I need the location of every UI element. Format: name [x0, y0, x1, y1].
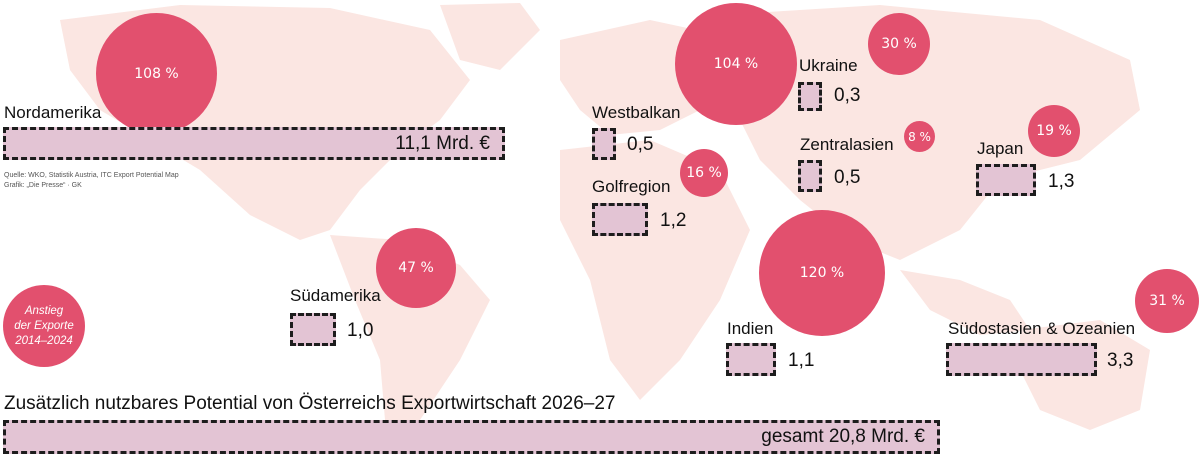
label-golfregion: Golfregion — [592, 177, 671, 196]
bubble-westbalkan: 104 % — [675, 3, 797, 125]
label-nordamerika: Nordamerika — [4, 103, 102, 122]
bar-zentralasien — [798, 160, 822, 192]
legend-line-3: 2014–2024 — [15, 334, 73, 347]
map-greenland — [440, 3, 540, 70]
source-line-2: Grafik: „Die Presse“ · GK — [4, 182, 82, 189]
bubble-nordamerika: 108 % — [96, 13, 217, 134]
bubble-zentralasien: 8 % — [904, 121, 935, 152]
total-title: Zusätzlich nutzbares Potential von Öster… — [4, 393, 616, 414]
label-ukraine: Ukraine — [799, 56, 858, 75]
map-southeast-asia — [900, 270, 1030, 335]
value-golfregion: 1,2 — [660, 210, 687, 231]
value-zentralasien: 0,5 — [834, 167, 861, 188]
bar-total: gesamt 20,8 Mrd. € — [3, 420, 940, 454]
bar-nordamerika: 11,1 Mrd. € — [3, 127, 505, 160]
value-indien: 1,1 — [788, 350, 815, 371]
value-nordamerika: 11,1 Mrd. € — [395, 132, 490, 154]
label-zentralasien: Zentralasien — [800, 135, 894, 154]
bar-ukraine — [798, 82, 822, 111]
source-note: Quelle: WKO, Statistik Austria, ITC Expo… — [4, 171, 179, 191]
value-suedostasien: 3,3 — [1107, 350, 1134, 371]
value-ukraine: 0,3 — [834, 85, 861, 106]
bar-westbalkan — [592, 128, 616, 160]
bubble-suedamerika: 47 % — [376, 228, 456, 308]
label-japan: Japan — [977, 139, 1024, 158]
value-suedamerika: 1,0 — [347, 320, 374, 341]
bubble-golfregion: 16 % — [680, 149, 728, 197]
value-total: gesamt 20,8 Mrd. € — [761, 426, 925, 447]
bubble-suedostasien: 31 % — [1135, 269, 1199, 333]
bubble-ukraine: 30 % — [868, 13, 930, 75]
bar-indien — [726, 343, 776, 376]
label-suedostasien: Südostasien & Ozeanien — [948, 319, 1136, 338]
label-westbalkan: Westbalkan — [592, 103, 681, 122]
bubble-japan: 19 % — [1028, 105, 1080, 157]
legend-line-1: Anstieg — [24, 304, 64, 317]
bar-suedostasien — [946, 343, 1097, 376]
value-westbalkan: 0,5 — [627, 134, 654, 155]
map-south-america — [330, 235, 490, 455]
bar-suedamerika — [290, 313, 336, 346]
source-line-1: Quelle: WKO, Statistik Austria, ITC Expo… — [4, 172, 179, 179]
bubble-indien: 120 % — [759, 210, 885, 336]
legend-growth-circle: Anstieg der Exporte 2014–2024 — [3, 285, 85, 367]
label-indien: Indien — [727, 319, 774, 338]
bar-golfregion — [592, 203, 648, 236]
bar-japan — [976, 164, 1036, 196]
value-japan: 1,3 — [1048, 171, 1075, 192]
label-suedamerika: Südamerika — [290, 286, 381, 305]
legend-line-2: der Exporte — [14, 319, 74, 332]
